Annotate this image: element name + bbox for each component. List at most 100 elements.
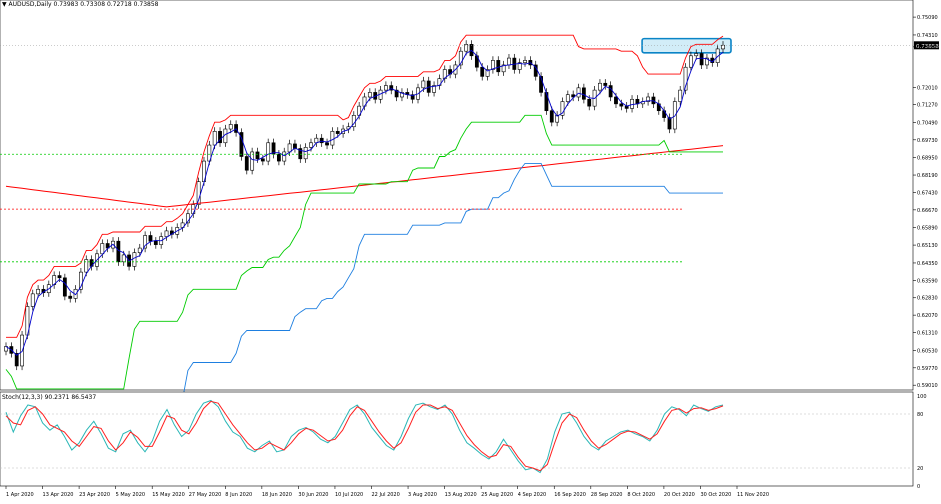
bullish-candle: [555, 115, 560, 123]
stochastic-pane: [0, 391, 914, 487]
bearish-candle: [667, 117, 672, 130]
date-tick-label: 28 Sep 2020: [591, 492, 623, 498]
date-tick-label: 30 Jun 2020: [298, 492, 328, 498]
bullish-candle: [164, 230, 169, 237]
date-tick-label: 16 Sep 2020: [554, 492, 586, 498]
bearish-candle: [319, 137, 324, 144]
date-tick-label: 30 Oct 2020: [700, 492, 731, 498]
date-tick-label: 23 Apr 2020: [79, 492, 110, 498]
date-tick-label: 13 Aug 2020: [445, 492, 477, 498]
stochastic-tick-label: 80: [917, 412, 923, 418]
price-tick-label: 0.70490: [917, 120, 938, 126]
price-tick-label: 0.65890: [917, 226, 938, 232]
bearish-candle: [619, 103, 624, 107]
price-tick-label: 0.66670: [917, 208, 938, 214]
bullish-candle: [384, 85, 388, 91]
bullish-candle: [132, 252, 137, 267]
bullish-candle: [565, 94, 570, 102]
date-tick-label: 1 Apr 2020: [6, 492, 34, 498]
bearish-candle: [239, 132, 244, 157]
bearish-candle: [153, 240, 158, 245]
bullish-candle: [287, 143, 292, 153]
bullish-candle: [501, 64, 506, 73]
bearish-candle: [587, 98, 592, 107]
bullish-candle: [464, 44, 469, 52]
current-price-tag: [914, 41, 939, 50]
price-pane-frame: [0, 0, 914, 391]
date-tick-label: 20 Oct 2020: [664, 492, 695, 498]
price-tick-label: 0.62830: [917, 296, 938, 302]
bearish-candle: [298, 148, 303, 160]
price-tick-label: 0.61310: [917, 331, 938, 337]
bullish-candle: [228, 124, 233, 130]
bullish-candle: [523, 60, 527, 63]
price-tick-label: 0.64350: [917, 261, 938, 267]
bullish-candle: [36, 288, 41, 295]
highlight-zone-box: [641, 37, 732, 54]
bullish-candle: [121, 254, 126, 263]
stochastic-tick-label: 20: [917, 466, 923, 472]
supertrend-green: [5, 114, 723, 390]
date-tick-label: 11 Nov 2020: [737, 492, 769, 498]
price-tick-label: 0.63590: [917, 278, 938, 284]
fast-moving-average-blue: [5, 49, 724, 356]
bearish-candle: [539, 76, 543, 93]
bearish-candle: [608, 85, 613, 98]
bullish-candle: [266, 142, 271, 162]
bullish-candle: [180, 222, 185, 228]
price-tick-label: 0.69730: [917, 138, 938, 144]
chart-dropdown-icon[interactable]: ▼: [2, 1, 7, 8]
bearish-candle: [496, 60, 501, 73]
price-tick-label: 0.67430: [917, 190, 938, 196]
resistance-step-red: [6, 34, 724, 338]
date-tick-label: 5 May 2020: [116, 492, 145, 498]
price-tick-label: 0.62070: [917, 313, 938, 319]
bearish-candle: [335, 131, 340, 134]
bullish-candle: [330, 131, 335, 146]
bearish-candle: [614, 96, 618, 105]
bullish-candle: [560, 101, 565, 116]
bearish-candle: [394, 89, 399, 98]
bearish-candle: [116, 240, 121, 263]
date-tick-label: 3 Aug 2020: [408, 492, 437, 498]
bullish-candle: [84, 259, 89, 273]
bullish-candle: [282, 151, 287, 162]
date-tick-label: 15 May 2020: [152, 492, 185, 498]
bearish-candle: [244, 156, 249, 171]
bullish-candle: [646, 96, 650, 102]
moving-average-red: [5, 145, 724, 208]
bullish-candle: [576, 87, 581, 98]
bearish-candle: [14, 353, 19, 367]
date-axis: 1 Apr 2020 13 Apr 2020 23 Apr 2020 5 May 20…: [5, 486, 769, 498]
date-tick-label: 8 Oct 2020: [627, 492, 655, 498]
price-tick-label: 0.59010: [917, 383, 938, 389]
stochastic-tick-label: 100: [917, 394, 927, 400]
bullish-candle: [250, 151, 255, 171]
price-tick-label: 0.65130: [917, 243, 938, 249]
bullish-candle: [694, 53, 699, 57]
stochastic-tick-label: 0: [917, 484, 920, 490]
ohlc-values: 0.73983 0.73308 0.72718 0.73858: [53, 1, 159, 8]
bearish-candle: [148, 235, 153, 242]
bullish-candle: [143, 235, 148, 249]
current-price-text: 0.73858: [916, 44, 939, 50]
bullish-candle: [630, 98, 634, 109]
price-tick-label: 0.68950: [917, 156, 938, 162]
bearish-candle: [57, 275, 62, 279]
bullish-candle: [367, 92, 372, 98]
price-tick-label: 0.68190: [917, 173, 938, 179]
price-tick-label: 0.73790: [917, 45, 938, 51]
price-axis: 0.73858 0.75090 0.74310 0.73790 0.72010 0.712…: [913, 15, 939, 490]
bearish-candle: [255, 151, 260, 160]
bearish-candle: [389, 85, 394, 91]
date-tick-label: 22 Jul 2020: [372, 492, 400, 498]
bearish-candle: [410, 94, 415, 100]
bearish-candle: [218, 131, 222, 144]
bearish-candle: [62, 277, 67, 297]
bearish-candle: [581, 87, 586, 100]
bullish-candle: [303, 147, 308, 160]
bullish-candle: [721, 44, 725, 50]
bearish-candle: [260, 158, 265, 162]
bullish-candle: [491, 60, 495, 70]
